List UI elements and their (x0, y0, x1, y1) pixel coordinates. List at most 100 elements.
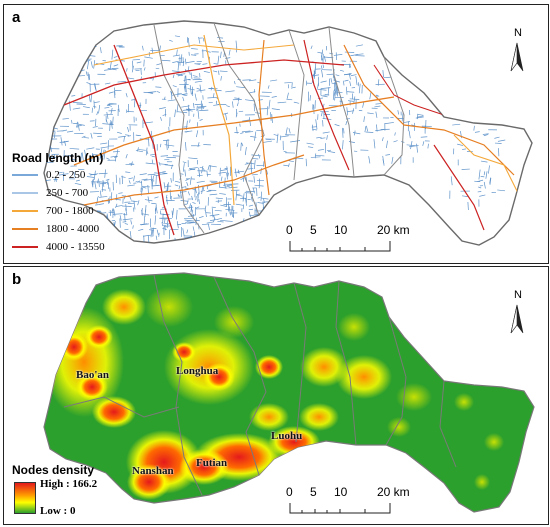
local-road-segment (334, 124, 340, 127)
local-road-segment (248, 79, 257, 82)
local-road-segment (249, 214, 259, 217)
legend-item: 700 - 1800 (12, 204, 94, 218)
local-road-segment (201, 186, 203, 195)
node-density-map (43, 272, 535, 513)
local-road-segment (346, 107, 348, 116)
local-road-segment (116, 131, 122, 134)
local-road-segment (260, 216, 263, 225)
local-road-segment (155, 204, 157, 212)
local-road-segment (374, 105, 381, 108)
local-road-segment (248, 204, 254, 207)
local-road-segment (105, 232, 114, 235)
local-road-segment (41, 62, 42, 71)
local-road-segment (479, 194, 486, 197)
local-road-segment (40, 71, 43, 72)
local-road-segment (260, 168, 262, 175)
local-road-segment (188, 168, 196, 171)
local-road-segment (101, 182, 104, 192)
local-road-segment (317, 88, 327, 91)
local-road-segment (187, 88, 195, 91)
local-road-segment (488, 165, 490, 174)
local-road-segment (187, 191, 190, 196)
local-road-segment (290, 86, 296, 89)
local-road-segment (49, 101, 52, 107)
local-road-segment (385, 154, 391, 156)
local-road-segment (191, 90, 194, 94)
local-road-segment (72, 102, 83, 104)
local-road-segment (494, 136, 500, 139)
local-road-segment (79, 124, 85, 126)
scale-tick-label: 0 (286, 223, 293, 237)
local-road-segment (100, 148, 103, 159)
local-road-segment (226, 105, 230, 108)
local-road-segment (164, 158, 170, 161)
local-road-segment (235, 112, 238, 118)
local-road-segment (159, 45, 161, 51)
density-hotspots (44, 274, 504, 500)
local-road-segment (44, 63, 46, 66)
local-road-segment (99, 235, 104, 237)
local-road-segment (184, 219, 195, 222)
local-road-segment (185, 178, 189, 181)
local-road-segment (49, 121, 55, 123)
local-road-segment (416, 143, 418, 153)
local-road-segment (96, 198, 98, 205)
local-road-segment (186, 200, 189, 205)
legend-title: Road length (m) (12, 151, 104, 165)
local-road-segment (461, 148, 467, 150)
local-road-segment (63, 79, 74, 82)
scale-tick-label: 0 (286, 485, 293, 499)
local-road-segment (44, 89, 48, 92)
local-road-segment (267, 85, 270, 89)
local-road-segment (44, 114, 47, 117)
local-road-segment (106, 157, 110, 160)
local-road-segment (339, 69, 345, 72)
district-label: Luohu (271, 430, 303, 442)
local-road-segment (312, 124, 314, 132)
local-road-segment (410, 140, 413, 150)
local-road-segment (110, 155, 117, 158)
local-road-segment (142, 45, 144, 51)
local-road-segment (314, 153, 317, 159)
local-road-segment (478, 169, 481, 180)
local-road-segment (317, 148, 325, 151)
local-road-segment (125, 238, 128, 245)
local-road-segment (189, 167, 198, 170)
local-road-segment (195, 196, 197, 201)
local-road-segment (242, 79, 251, 81)
local-road-segment (211, 208, 214, 218)
local-road-segment (138, 228, 144, 231)
local-road-segment (74, 182, 82, 185)
local-road-segment (244, 99, 256, 102)
local-road-segment (187, 206, 194, 209)
local-road-segment (86, 176, 95, 178)
local-road-segment (483, 171, 486, 176)
local-road-segment (66, 88, 69, 96)
local-road-segment (87, 45, 93, 47)
local-road-segment (158, 107, 166, 110)
local-road-segment (78, 47, 85, 49)
local-road-segment (99, 190, 102, 197)
local-road-segment (122, 236, 127, 239)
local-road-segment (131, 65, 134, 73)
local-road-segment (194, 80, 203, 83)
local-road-segment (178, 185, 181, 190)
local-road-segment (261, 197, 269, 200)
local-road-segment (36, 53, 41, 54)
local-road-segment (194, 63, 201, 65)
local-road-segment (198, 36, 201, 44)
local-road-segment (99, 196, 108, 198)
local-road-segment (70, 47, 72, 58)
local-road-segment (343, 73, 352, 76)
local-road-segment (375, 94, 380, 97)
local-road-segment (68, 46, 75, 49)
local-road-segment (110, 107, 113, 115)
local-road-segment (60, 92, 71, 95)
local-road-segment (364, 126, 367, 133)
local-road-segment (276, 133, 279, 144)
road-network-map (36, 20, 533, 246)
local-road-segment (72, 158, 76, 161)
local-road-segment (160, 155, 169, 157)
local-road-segment (212, 93, 215, 98)
local-road-segment (155, 67, 160, 70)
